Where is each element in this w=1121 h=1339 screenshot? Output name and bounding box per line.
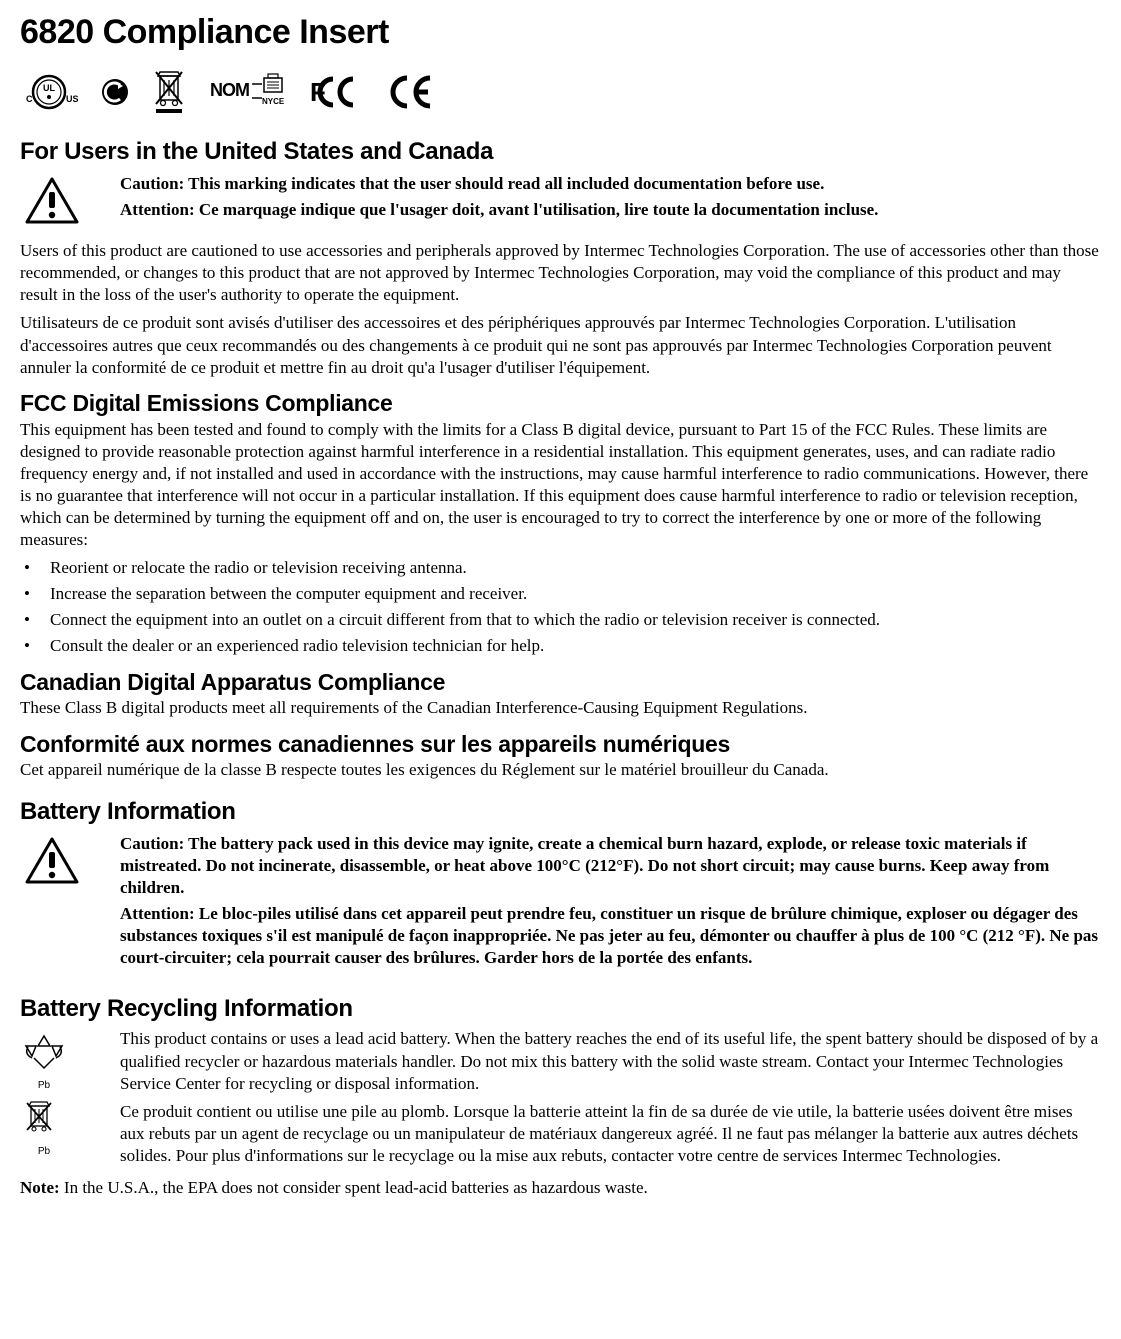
us-canada-heading: For Users in the United States and Canad… [20,136,1101,167]
battery-caution-en: Caution: The battery pack used in this d… [120,833,1101,899]
weee-bin-icon [152,68,186,116]
note-text: In the U.S.A., the EPA does not consider… [60,1178,648,1197]
caution-triangle-icon [24,837,80,892]
svg-text:NOM: NOM [210,80,249,100]
recycle-arrows-icon [22,1059,66,1076]
caution-block-battery: Caution: The battery pack used in this d… [20,833,1101,974]
fcc-bullet-list: Reorient or relocate the radio or televi… [20,557,1101,657]
pb-label-1: Pb [22,1079,66,1092]
c-tick-icon [100,77,130,107]
fcc-bullet-2: Increase the separation between the comp… [22,583,1101,605]
svg-text:NYCE: NYCE [262,97,285,106]
caution1-en: Caution: This marking indicates that the… [120,173,1101,195]
ca-fr-body: Cet appareil numérique de la classe B re… [20,759,1101,781]
svg-text:UL: UL [43,83,55,93]
ca-en-heading: Canadian Digital Apparatus Compliance [20,668,1101,698]
fcc-heading: FCC Digital Emissions Compliance [20,389,1101,419]
recycle-en: This product contains or uses a lead aci… [120,1028,1101,1094]
us-ca-body-fr: Utilisateurs de ce produit sont avisés d… [20,312,1101,378]
fcc-bullet-4: Consult the dealer or an experienced rad… [22,635,1101,657]
fcc-icon: F [308,73,366,111]
note-label: Note: [20,1178,60,1197]
recycle-heading: Battery Recycling Information [20,993,1101,1024]
note-line: Note: In the U.S.A., the EPA does not co… [20,1177,1101,1199]
nom-nyce-icon: NOM NYCE [208,72,286,112]
caution-triangle-icon [24,177,80,232]
ul-us-icon: UL C US [20,71,78,113]
caution-block-1: Caution: This marking indicates that the… [20,173,1101,232]
fcc-body: This equipment has been tested and found… [20,419,1101,552]
svg-text:US: US [66,94,78,104]
weee-bin-small-icon [22,1125,56,1142]
page-title: 6820 Compliance Insert [20,10,1101,54]
us-ca-body-en: Users of this product are cautioned to u… [20,240,1101,306]
ca-en-body: These Class B digital products meet all … [20,697,1101,719]
caution1-fr: Attention: Ce marquage indique que l'usa… [120,199,1101,221]
certification-marks-row: UL C US NOM [20,64,1101,122]
ca-fr-heading: Conformité aux normes canadiennes sur le… [20,730,1101,760]
battery-caution-fr: Attention: Le bloc-piles utilisé dans ce… [120,903,1101,969]
battery-heading: Battery Information [20,796,1101,827]
recycle-block: Pb Pb This product contains or uses a [20,1028,1101,1173]
ce-icon [388,74,436,110]
fcc-bullet-3: Connect the equipment into an outlet on … [22,609,1101,631]
svg-text:C: C [26,94,33,104]
recycle-fr: Ce produit contient ou utilise une pile … [120,1101,1101,1167]
fcc-bullet-1: Reorient or relocate the radio or televi… [22,557,1101,579]
pb-label-2: Pb [22,1145,66,1158]
